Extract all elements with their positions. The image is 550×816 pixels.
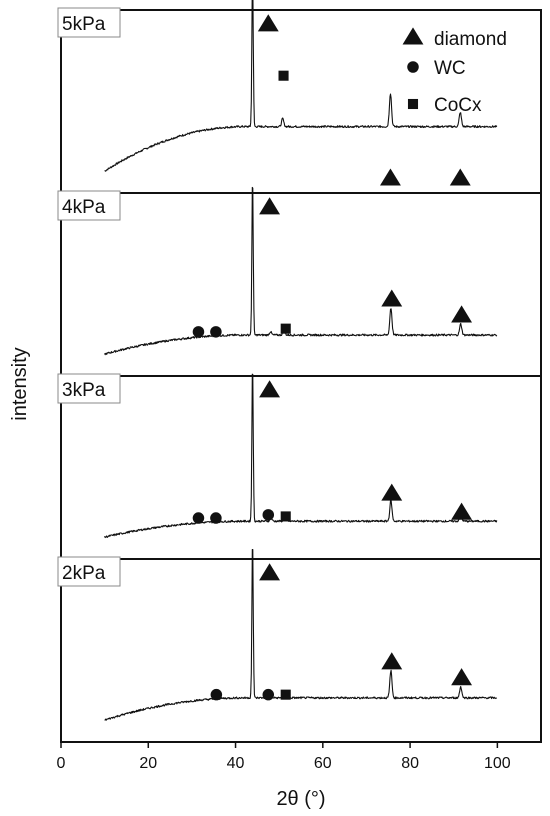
peak-marker-circle (192, 326, 205, 338)
peak-marker-circle (192, 512, 205, 524)
x-axis: 0 20 40 60 80 100 (57, 742, 511, 772)
legend-marker-triangle (402, 27, 424, 45)
panel-label: 3kPa (62, 380, 106, 401)
peak-marker-triangle (380, 168, 401, 186)
peak-marker-triangle (259, 197, 281, 215)
peak-marker-triangle (257, 14, 279, 32)
x-tick-label: 20 (139, 755, 157, 772)
peak-marker-triangle (451, 502, 473, 520)
peak-marker-circle (210, 326, 222, 338)
x-tick-label: 60 (314, 755, 332, 772)
panel-label: 4kPa (62, 197, 106, 218)
peak-marker-triangle (381, 652, 403, 670)
panel-label-box (57, 7, 121, 38)
panels-group: 5kPa diamond WC CoCx 4kPa 3kPa 2kPa (57, 0, 542, 743)
peak-marker-triangle (381, 289, 403, 307)
legend: diamond WC CoCx (402, 27, 507, 116)
legend-marker-square (407, 98, 419, 110)
x-axis-label: 2θ (°) (276, 788, 325, 810)
series-line-2kPa (104, 549, 498, 721)
panel-4kPa: 4kPa (57, 186, 542, 377)
panel-label-box (57, 190, 121, 221)
peak-marker-circle (210, 688, 223, 701)
peak-marker-square (278, 70, 289, 81)
x-tick-label: 80 (401, 755, 419, 772)
legend-label: diamond (434, 29, 507, 50)
panel-frame (60, 558, 542, 743)
panel-label-box (57, 556, 121, 587)
peak-marker-circle (262, 688, 275, 701)
panel-label: 5kPa (62, 14, 106, 35)
y-axis-label: intensity (9, 347, 31, 420)
x-tick-label: 100 (484, 755, 511, 772)
peak-marker-triangle (259, 380, 281, 398)
panel-2kPa: 2kPa (57, 549, 542, 743)
panel-label: 2kPa (62, 563, 106, 584)
x-tick-label: 40 (227, 755, 245, 772)
panel-label-box (57, 373, 121, 404)
legend-marker-circle (407, 61, 419, 73)
peak-marker-square (280, 689, 291, 700)
panel-5kPa: 5kPa diamond WC CoCx (57, 0, 542, 194)
peak-marker-square (280, 511, 291, 522)
peak-marker-triangle (451, 305, 473, 323)
series-line-4kPa (104, 186, 498, 356)
series-line-3kPa (104, 373, 498, 539)
panel-frame (60, 192, 542, 377)
peak-marker-triangle (449, 168, 471, 186)
peak-marker-triangle (259, 563, 281, 581)
panel-3kPa: 3kPa (57, 373, 542, 560)
x-tick-label: 0 (57, 755, 66, 772)
peak-marker-circle (210, 512, 222, 524)
peak-marker-triangle (451, 668, 473, 686)
peak-marker-square (280, 323, 291, 334)
legend-label: WC (434, 58, 466, 79)
legend-label: CoCx (434, 95, 482, 116)
peak-marker-triangle (381, 483, 403, 501)
series-line-5kPa (104, 0, 498, 172)
peak-marker-circle (262, 509, 275, 521)
